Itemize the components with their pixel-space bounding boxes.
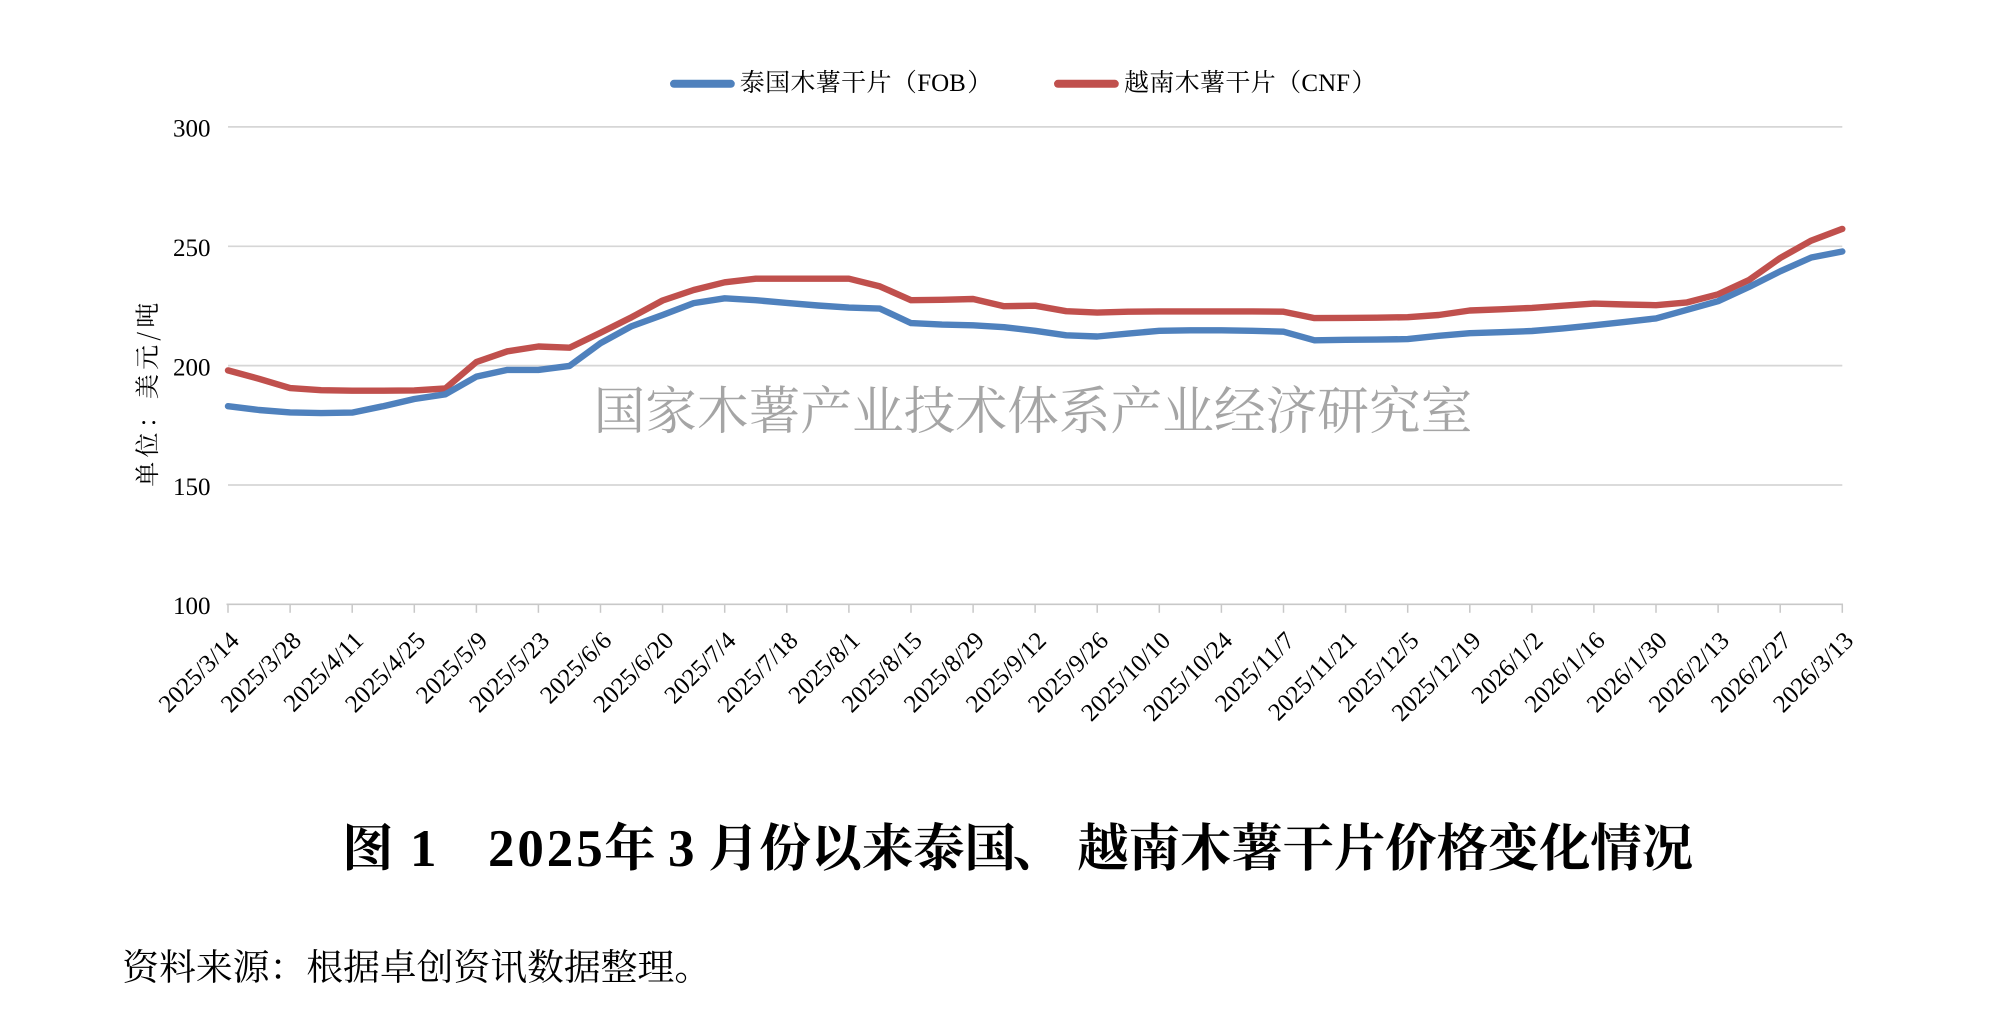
svg-text:100: 100 [173, 593, 211, 620]
svg-text:2025: 2025 [488, 820, 606, 878]
svg-text:200: 200 [173, 354, 211, 381]
svg-text:300: 300 [173, 116, 211, 143]
svg-text:150: 150 [173, 474, 211, 501]
svg-text:FOB: FOB [917, 70, 966, 97]
svg-text:3: 3 [668, 820, 695, 878]
svg-text:1: 1 [410, 820, 437, 878]
svg-text:250: 250 [173, 235, 211, 262]
svg-text:CNF: CNF [1301, 70, 1350, 97]
